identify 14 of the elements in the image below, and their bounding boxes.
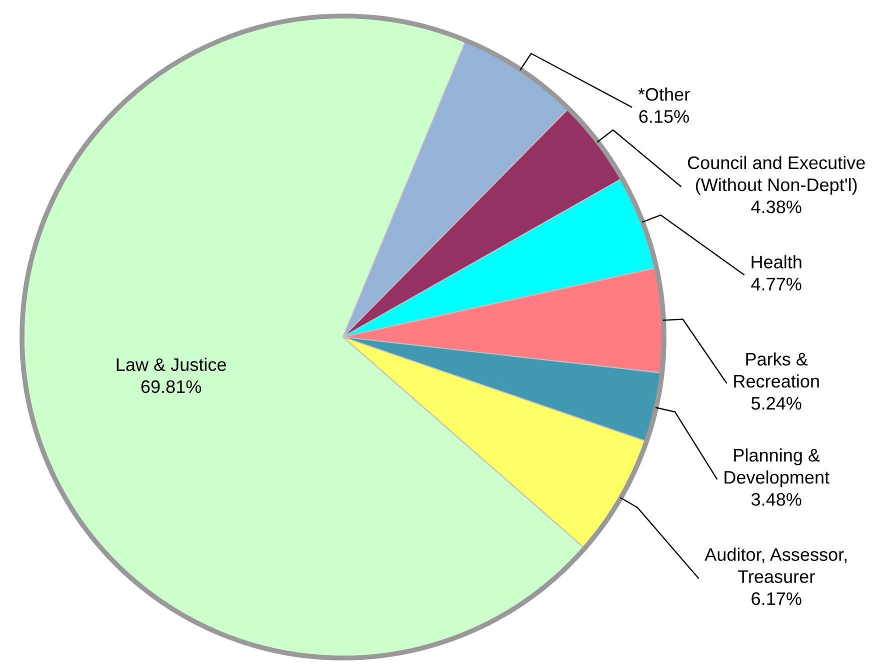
- data-label: 69.81%: [141, 380, 202, 394]
- slice-label: Auditor, Assessor, Treasurer: [704, 548, 846, 584]
- slice-label: Parks & Recreation: [734, 352, 819, 388]
- slice-label: *Other: [638, 88, 690, 101]
- data-label: 3.48%: [751, 493, 802, 506]
- data-label: 5.24%: [751, 396, 802, 410]
- slice-label: Planning & Development: [724, 448, 830, 488]
- data-label: 4.77%: [751, 278, 802, 290]
- data-label: 4.38%: [751, 200, 802, 214]
- slice-label: Health: [752, 255, 802, 268]
- data-label: 6.17%: [752, 592, 802, 606]
- slice-label: Council and Executive (Without Non-Dept'l): [688, 156, 865, 195]
- slice-label: Law & Justice: [116, 358, 226, 372]
- data-label: 6.15%: [639, 110, 689, 123]
